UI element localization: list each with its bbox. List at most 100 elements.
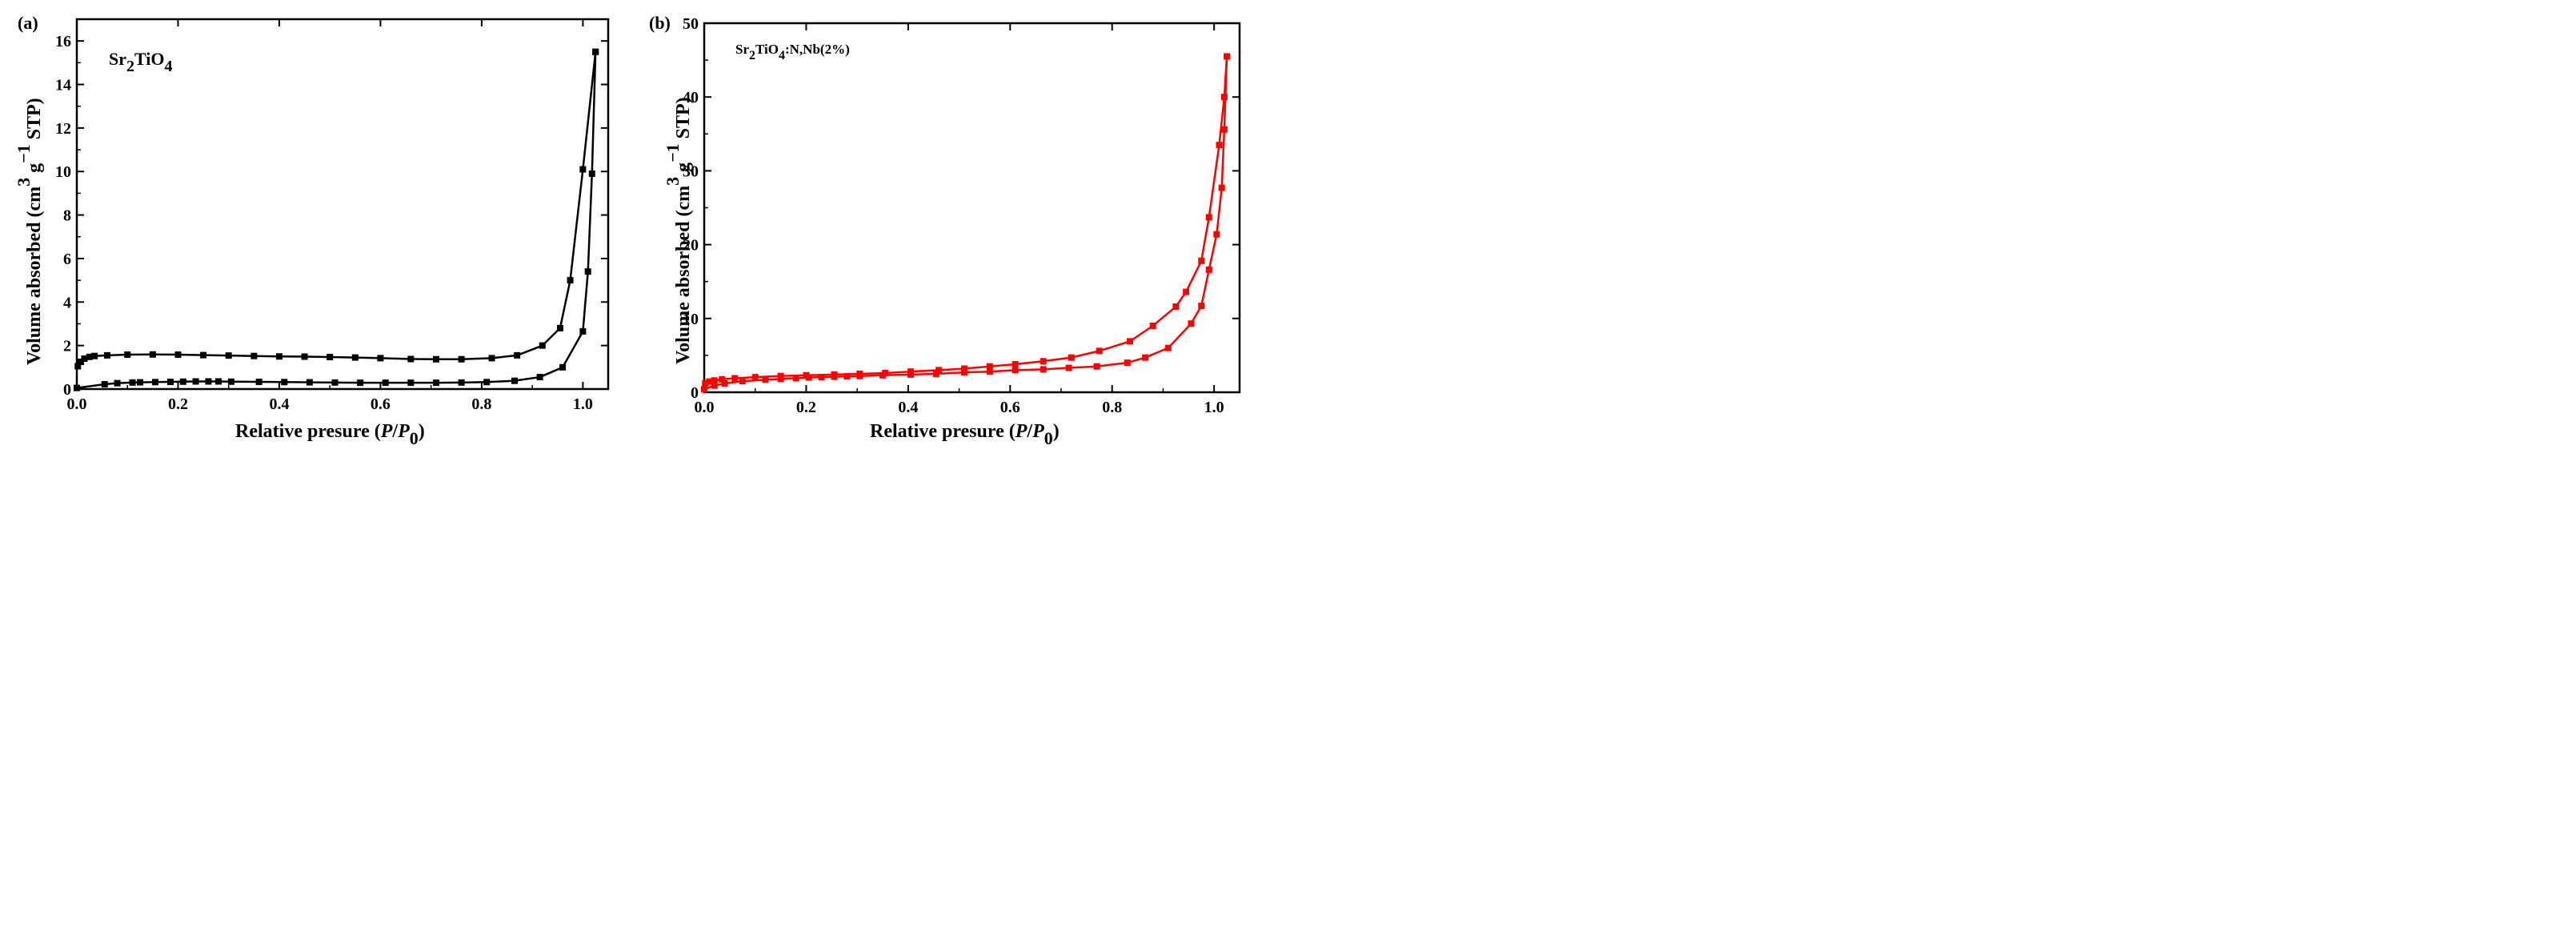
data-point-desorption-a (567, 277, 574, 284)
data-point-adsorption-a (101, 381, 108, 388)
data-point-desorption-a (124, 351, 131, 359)
panel-a-sample-label: Sr2TiO4 (109, 49, 173, 75)
panel-b-ylabel: Volume absorbed (cm3 g−1 STP) (663, 97, 694, 364)
data-point-adsorption-a (215, 378, 222, 385)
data-point-desorption-b (1127, 338, 1134, 345)
y-tick-label-b: 50 (683, 15, 699, 33)
data-point-adsorption-b (818, 374, 825, 381)
data-point-adsorption-a (584, 268, 591, 275)
y-tick-label-a: 14 (55, 77, 71, 94)
data-point-desorption-b (1183, 288, 1190, 295)
data-point-desorption-a (86, 353, 93, 360)
data-point-adsorption-a (357, 379, 364, 387)
y-tick-label-b: 20 (683, 237, 699, 255)
data-point-desorption-b (1198, 257, 1205, 264)
data-point-desorption-a (81, 355, 88, 362)
x-tick-label-b: 0.8 (1102, 399, 1122, 416)
data-point-desorption-a (149, 351, 156, 358)
data-point-adsorption-a (536, 374, 543, 381)
data-point-desorption-b (711, 377, 718, 384)
data-point-desorption-b (719, 375, 726, 383)
data-point-desorption-a (250, 352, 258, 359)
data-point-adsorption-a (205, 378, 212, 385)
data-point-adsorption-a (192, 378, 199, 385)
data-point-desorption-b (935, 367, 943, 374)
data-point-desorption-b (1149, 323, 1156, 330)
data-point-desorption-b (777, 372, 784, 379)
data-point-desorption-b (1216, 142, 1223, 149)
x-tick-label-b: 0.2 (796, 399, 816, 416)
data-point-adsorption-b (843, 373, 851, 380)
x-tick-label-a: 1.0 (573, 395, 593, 413)
data-point-desorption-b (1068, 354, 1075, 361)
data-point-desorption-a (327, 354, 334, 361)
x-tick-label-b: 1.0 (1204, 399, 1224, 416)
panel-b: 0.0 0.2 0.4 0.6 0.8 1.0 0 10 20 30 40 50 (b) Sr2TiO… (649, 13, 1241, 448)
data-point-adsorption-a (458, 379, 465, 386)
data-point-adsorption-a (129, 379, 136, 386)
data-point-adsorption-b (1142, 354, 1149, 361)
data-point-desorption-a (275, 353, 282, 360)
panel-b-content: 0.0 0.2 0.4 0.6 0.8 1.0 0 10 20 30 40 50 (683, 15, 1241, 416)
y-tick-label-a: 12 (55, 120, 71, 138)
data-point-desorption-a (488, 355, 495, 362)
data-point-desorption-b (831, 371, 838, 378)
data-point-desorption-b (702, 379, 709, 387)
y-tick-label-a: 2 (63, 338, 71, 355)
data-point-adsorption-b (721, 379, 728, 387)
data-point-desorption-b (1220, 94, 1228, 101)
data-point-desorption-b (751, 374, 759, 381)
data-point-desorption-a (579, 166, 587, 173)
data-point-adsorption-b (986, 368, 993, 375)
data-point-desorption-a (458, 355, 465, 363)
data-point-adsorption-b (1220, 126, 1228, 133)
data-point-desorption-a (514, 351, 521, 359)
series-line-desorption-a (77, 51, 597, 367)
panel-a-xlabel: Relative presure (P/P0) (235, 421, 425, 448)
y-tick-label-b: 40 (683, 89, 699, 106)
data-point-desorption-a (225, 352, 232, 359)
data-point-adsorption-a (382, 379, 389, 387)
y-tick-label-b: 10 (683, 311, 699, 328)
data-point-adsorption-a (152, 379, 159, 386)
data-point-desorption-a (432, 355, 439, 363)
y-tick-label-a: 4 (63, 294, 71, 311)
data-point-desorption-b (1172, 303, 1180, 311)
data-point-adsorption-b (762, 376, 769, 383)
x-tick-label-a: 0.0 (67, 395, 87, 413)
axes-frame-b (703, 22, 1241, 394)
data-point-adsorption-a (588, 170, 595, 177)
data-point-adsorption-b (1164, 344, 1172, 351)
data-point-adsorption-b (1040, 366, 1047, 373)
data-point-desorption-a (301, 353, 308, 360)
data-point-adsorption-a (559, 363, 567, 371)
panel-a-tag: (a) (18, 13, 38, 33)
y-tick-label-a: 6 (63, 251, 71, 268)
x-tick-label-a: 0.2 (168, 395, 188, 413)
series-line-adsorption-b (703, 56, 1228, 391)
y-tick-label-a: 0 (63, 381, 71, 399)
x-tick-label-a: 0.4 (269, 395, 289, 413)
data-point-desorption-a (539, 342, 546, 349)
data-point-adsorption-b (1213, 231, 1220, 238)
data-point-desorption-a (377, 355, 384, 362)
data-point-adsorption-a (511, 377, 519, 384)
panel-b-sample-label: Sr2TiO4:N,Nb(2%) (735, 42, 850, 62)
x-tick-label-b: 0.4 (898, 399, 918, 416)
data-point-adsorption-b (739, 378, 746, 385)
y-tick-label-a: 10 (55, 163, 71, 181)
y-tick-label-b: 0 (691, 384, 699, 402)
data-point-desorption-a (556, 324, 563, 331)
data-point-desorption-b (1012, 360, 1019, 367)
y-tick-label-a: 8 (63, 207, 71, 225)
data-point-adsorption-a (166, 379, 174, 386)
series-line-adsorption-a (76, 51, 597, 389)
data-point-desorption-a (103, 351, 110, 359)
data-point-adsorption-b (1205, 266, 1212, 273)
data-point-adsorption-b (792, 375, 799, 382)
data-point-adsorption-a (114, 379, 121, 387)
data-point-adsorption-a (407, 379, 415, 387)
data-point-desorption-b (907, 368, 915, 375)
data-point-adsorption-a (227, 378, 234, 385)
